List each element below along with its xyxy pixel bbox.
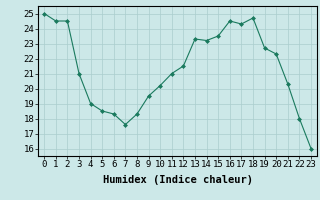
X-axis label: Humidex (Indice chaleur): Humidex (Indice chaleur) <box>103 175 252 185</box>
